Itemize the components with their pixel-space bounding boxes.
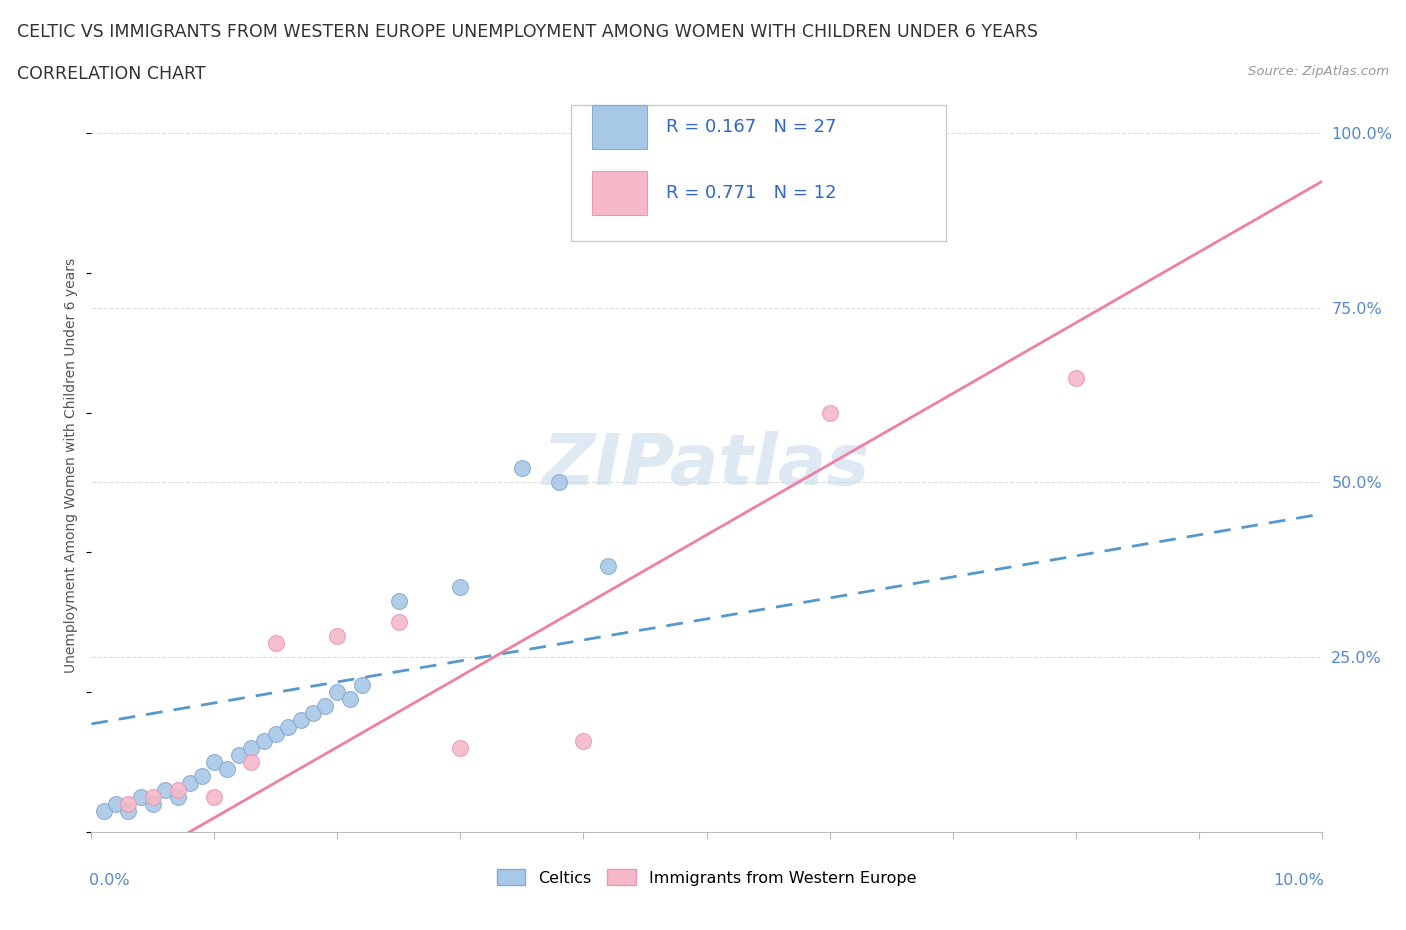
Point [326, 685, 349, 700]
Point [253, 734, 276, 749]
Point [166, 783, 188, 798]
Point [191, 769, 214, 784]
Text: CELTIC VS IMMIGRANTS FROM WESTERN EUROPE UNEMPLOYMENT AMONG WOMEN WITH CHILDREN : CELTIC VS IMMIGRANTS FROM WESTERN EUROPE… [17, 23, 1038, 41]
Point [339, 692, 361, 707]
Point [510, 461, 533, 476]
Point [166, 790, 188, 804]
Point [202, 790, 225, 804]
FancyBboxPatch shape [592, 105, 647, 149]
Legend: Celtics, Immigrants from Western Europe: Celtics, Immigrants from Western Europe [491, 863, 922, 892]
Text: 10.0%: 10.0% [1274, 872, 1324, 888]
FancyBboxPatch shape [571, 105, 946, 241]
Point [153, 783, 177, 798]
Point [142, 790, 165, 804]
Text: R = 0.771   N = 12: R = 0.771 N = 12 [666, 184, 837, 202]
Point [449, 580, 471, 595]
Text: 0.0%: 0.0% [89, 872, 129, 888]
Text: CORRELATION CHART: CORRELATION CHART [17, 65, 205, 83]
Point [1064, 370, 1087, 385]
Point [277, 720, 299, 735]
Text: Source: ZipAtlas.com: Source: ZipAtlas.com [1249, 65, 1389, 78]
Point [301, 706, 323, 721]
Point [240, 741, 263, 756]
Point [572, 734, 595, 749]
Point [264, 636, 287, 651]
Text: R = 0.167   N = 27: R = 0.167 N = 27 [666, 118, 837, 136]
Point [596, 559, 619, 574]
Point [142, 797, 165, 812]
Point [117, 804, 139, 818]
Point [350, 678, 373, 693]
Point [240, 755, 263, 770]
Point [326, 629, 349, 644]
Point [449, 741, 471, 756]
Point [93, 804, 115, 818]
Point [105, 797, 127, 812]
Point [314, 699, 336, 714]
Point [215, 762, 238, 777]
Point [290, 713, 312, 728]
Y-axis label: Unemployment Among Women with Children Under 6 years: Unemployment Among Women with Children U… [65, 258, 79, 672]
Point [388, 615, 411, 630]
Point [202, 755, 225, 770]
Point [818, 405, 841, 420]
Point [179, 776, 201, 790]
Point [228, 748, 250, 763]
Text: ZIPatlas: ZIPatlas [543, 431, 870, 499]
Point [388, 594, 411, 609]
Point [117, 797, 139, 812]
Point [264, 727, 287, 742]
Point [547, 475, 569, 490]
FancyBboxPatch shape [592, 171, 647, 215]
Point [129, 790, 152, 804]
